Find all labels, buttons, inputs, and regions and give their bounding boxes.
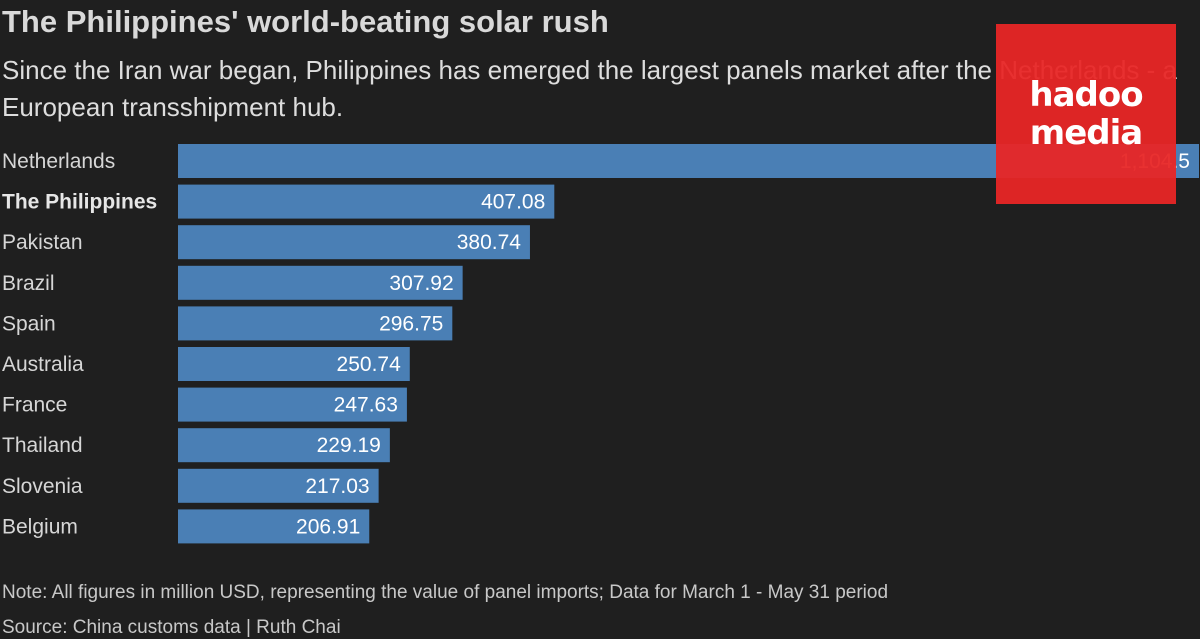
category-label: France: [2, 394, 67, 417]
category-label: Australia: [2, 353, 84, 376]
bar: [178, 306, 453, 341]
bar: [178, 347, 410, 381]
value-label: 206.91: [296, 515, 360, 538]
chart-title: The Philippines' world-beating solar rus…: [2, 4, 609, 39]
watermark-line-2: media: [1029, 113, 1143, 153]
footnote: Note: All figures in million USD, repres…: [2, 582, 889, 603]
bar: [178, 184, 555, 219]
watermark-line-1: hadoo: [1029, 75, 1143, 115]
value-label: 296.75: [379, 312, 443, 335]
category-label: Thailand: [2, 434, 83, 457]
bar: [178, 387, 407, 422]
value-label: 217.03: [305, 475, 369, 498]
value-label: 407.08: [481, 191, 545, 214]
bar: [178, 428, 390, 463]
category-label: Slovenia: [2, 475, 83, 498]
value-label: 380.74: [457, 231, 522, 254]
category-label: Brazil: [2, 272, 55, 295]
chart-subtitle: Since the Iran war began, Philippines ha…: [2, 55, 1178, 122]
category-label: Pakistan: [2, 231, 83, 254]
category-label: Belgium: [2, 515, 78, 538]
category-label: Spain: [2, 312, 56, 335]
bar: [178, 509, 370, 544]
category-label: The Philippines: [2, 191, 157, 214]
source-credit: Source: China customs data | Ruth Chai: [2, 617, 341, 638]
value-label: 307.92: [389, 272, 453, 295]
bar: [178, 225, 530, 260]
watermark-logo: hadoo media: [996, 24, 1176, 204]
category-label: Netherlands: [2, 150, 115, 173]
value-label: 250.74: [337, 353, 402, 376]
value-label: 229.19: [317, 434, 381, 457]
bar: [178, 265, 463, 300]
bar: [178, 468, 379, 503]
value-label: 247.63: [334, 394, 398, 417]
